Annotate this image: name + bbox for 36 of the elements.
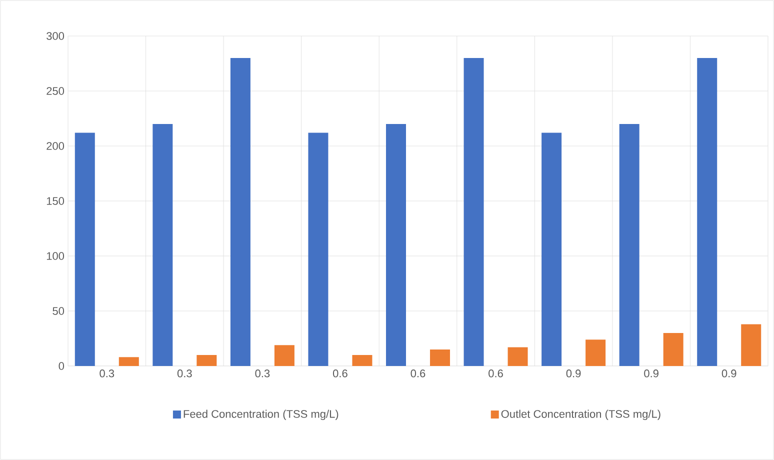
y-tick-label: 250 bbox=[46, 87, 64, 95]
bar bbox=[663, 332, 684, 366]
bar bbox=[619, 124, 640, 366]
bar bbox=[118, 357, 139, 366]
bar bbox=[386, 124, 406, 366]
bar bbox=[196, 354, 217, 366]
x-tick-label: 0.9 bbox=[644, 370, 658, 378]
x-tick-label: 0.3 bbox=[255, 370, 270, 378]
legend-label: Feed Concentration (TSS mg/L) bbox=[184, 410, 338, 420]
bar bbox=[352, 354, 372, 366]
y-tick-label: 100 bbox=[46, 252, 64, 260]
x-tick-label: 0.9 bbox=[566, 370, 581, 378]
bar bbox=[308, 132, 328, 366]
bar bbox=[430, 349, 450, 366]
bar bbox=[586, 340, 606, 366]
y-tick-label: 300 bbox=[46, 32, 64, 40]
bar bbox=[741, 324, 762, 366]
bar bbox=[697, 58, 718, 366]
bar bbox=[152, 124, 173, 366]
x-tick-label: 0.3 bbox=[100, 370, 114, 378]
bar bbox=[230, 58, 250, 366]
x-tick-label: 0.3 bbox=[177, 370, 192, 378]
y-tick-label: 200 bbox=[46, 142, 64, 150]
y-tick-label: 150 bbox=[46, 197, 64, 205]
x-tick-label: 0.6 bbox=[488, 370, 503, 378]
y-tick-label: 0 bbox=[58, 362, 64, 370]
bar bbox=[74, 132, 95, 366]
x-tick-label: 0.6 bbox=[333, 370, 348, 378]
x-tick-label: 0.9 bbox=[722, 370, 736, 378]
legend-label: Outlet Concentration (TSS mg/L) bbox=[501, 410, 660, 420]
bar bbox=[542, 132, 562, 366]
bar bbox=[508, 347, 528, 366]
bar bbox=[464, 58, 484, 366]
bar bbox=[274, 345, 294, 366]
y-tick-label: 50 bbox=[52, 307, 64, 315]
x-tick-label: 0.6 bbox=[410, 370, 426, 378]
